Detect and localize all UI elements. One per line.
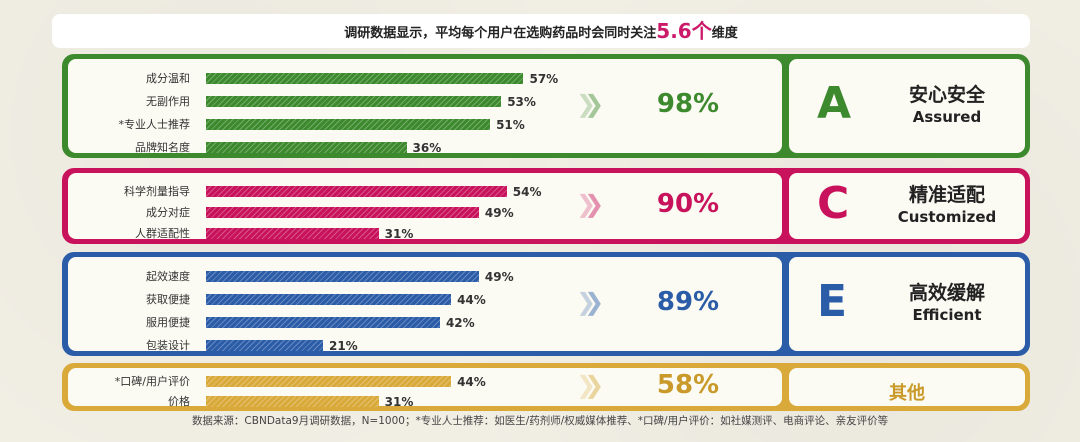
group-letter: E [817,276,848,327]
bar-value: 31% [384,395,414,409]
bar-label: 起效速度 [146,270,190,283]
bar-label: 人群适配性 [135,227,190,240]
group-letter: C [817,178,850,229]
group-total: 58% [656,370,720,400]
footnote: 数据来源：CBNData9月调研数据，N=1000；*专业人士推荐：如医生/药剂… [191,415,889,427]
chevron-right-icon: ❯❯ [576,371,604,399]
bar [206,96,502,107]
bar-value: 54% [512,185,542,199]
group-title-en: Customized [897,208,997,226]
group-frame-0: 成分温和 57% 无副作用 53% *专业人士推荐 51% 品牌知名度 36% ❯❯ 98% A 安心… [62,54,1030,158]
bar-value: 36% [412,141,442,155]
bar [206,340,323,351]
bar-row: *口碑/用户评价 44% [68,371,782,393]
group-title-zh: 精准适配 [908,184,985,206]
bar-value: 44% [457,375,486,389]
chevron-right-icon: ❯❯ [576,90,604,118]
bar-value: 51% [496,118,525,132]
group-bars-panel: *口碑/用户评价 44% 价格 31% ❯❯ 58% [68,368,782,409]
group-title-en: Efficient [912,306,982,324]
group-bars-panel: 科学剂量指导 54% 成分对症 49% 人群适配性 31% ❯❯ 90% [68,173,782,241]
bar-value: 21% [328,339,358,353]
group-letter: A [817,78,852,129]
chevron-right-icon: ❯❯ [576,190,604,218]
bar [206,294,452,305]
bar [206,142,407,153]
bar-label: 价格 [168,395,190,408]
bar-row: 人群适配性 31% [68,223,782,245]
group-summary-card: E 高效缓解 Efficient [789,257,1025,351]
group-bars-panel: 起效速度 49% 获取便捷 44% 服用便捷 42% 包装设计 21% ❯❯ 89% [68,257,782,353]
bar-row: 包装设计 21% [68,335,782,357]
bar-value: 57% [529,72,559,86]
bar [206,186,507,197]
bar [206,376,452,387]
bar-value: 42% [445,316,475,330]
bar-row: 科学剂量指导 54% [68,181,782,203]
group-title-zh: 高效缓解 [908,282,985,304]
bar [206,73,524,84]
bar [206,396,379,407]
bar-label: 成分温和 [146,72,190,85]
bar-label: 品牌知名度 [135,141,190,154]
bar-row: 起效速度 49% [68,266,782,288]
bar [206,207,479,218]
bar-label: *口碑/用户评价 [114,375,190,388]
group-title-zh: 其他 [889,383,925,404]
bar-label: 服用便捷 [146,316,190,329]
group-frame-2: 起效速度 49% 获取便捷 44% 服用便捷 42% 包装设计 21% ❯❯ 89% E 高效缓解 Ef… [62,252,1030,356]
headline: 调研数据显示，平均每个用户在选购药品时会同时关注5.6个维度 [52,14,1030,48]
headline-suffix: 维度 [711,26,738,41]
bar [206,228,379,239]
bar-row: 无副作用 53% [68,91,782,113]
bar-value: 49% [484,270,514,284]
group-title-en: Assured [912,108,982,126]
bar-row: 成分温和 57% [68,68,782,90]
group-summary-card: A 安心安全 Assured [789,59,1025,153]
bar-label: 包装设计 [146,339,190,352]
bar-row: *专业人士推荐 51% [68,114,782,136]
group-total: 90% [656,189,720,219]
bar-label: 成分对症 [146,206,190,219]
bar-label: 科学剂量指导 [124,185,190,198]
group-title-zh: 安心安全 [908,84,985,106]
bar-value: 53% [507,95,536,109]
group-summary-card: 其他 [789,368,1025,406]
bar [206,317,440,328]
bar [206,119,491,130]
bar-value: 44% [457,293,486,307]
bar-label: 无副作用 [146,95,190,108]
group-total: 89% [656,287,720,317]
group-bars-panel: 成分温和 57% 无副作用 53% *专业人士推荐 51% 品牌知名度 36% ❯❯ 98% [68,59,782,155]
bar-row: 价格 31% [68,391,782,413]
group-summary-card: C 精准适配 Customized [789,173,1025,239]
group-total: 98% [656,89,720,119]
bar-row: 成分对症 49% [68,202,782,224]
bar-label: 获取便捷 [146,293,190,306]
bar-value: 31% [384,227,414,241]
bar-row: 服用便捷 42% [68,312,782,334]
bar-row: 获取便捷 44% [68,289,782,311]
chevron-right-icon: ❯❯ [576,288,604,316]
headline-highlight: 5.6个 [656,19,712,43]
bar-row: 品牌知名度 36% [68,137,782,159]
headline-prefix: 调研数据显示，平均每个用户在选购药品时会同时关注 [344,26,657,41]
bar-value: 49% [484,206,514,220]
group-frame-1: 科学剂量指导 54% 成分对症 49% 人群适配性 31% ❯❯ 90% C 精准适配 Custom… [62,168,1030,244]
bar-label: *专业人士推荐 [118,118,191,131]
bar [206,271,479,282]
group-frame-3: *口碑/用户评价 44% 价格 31% ❯❯ 58% 其他 [62,363,1030,411]
